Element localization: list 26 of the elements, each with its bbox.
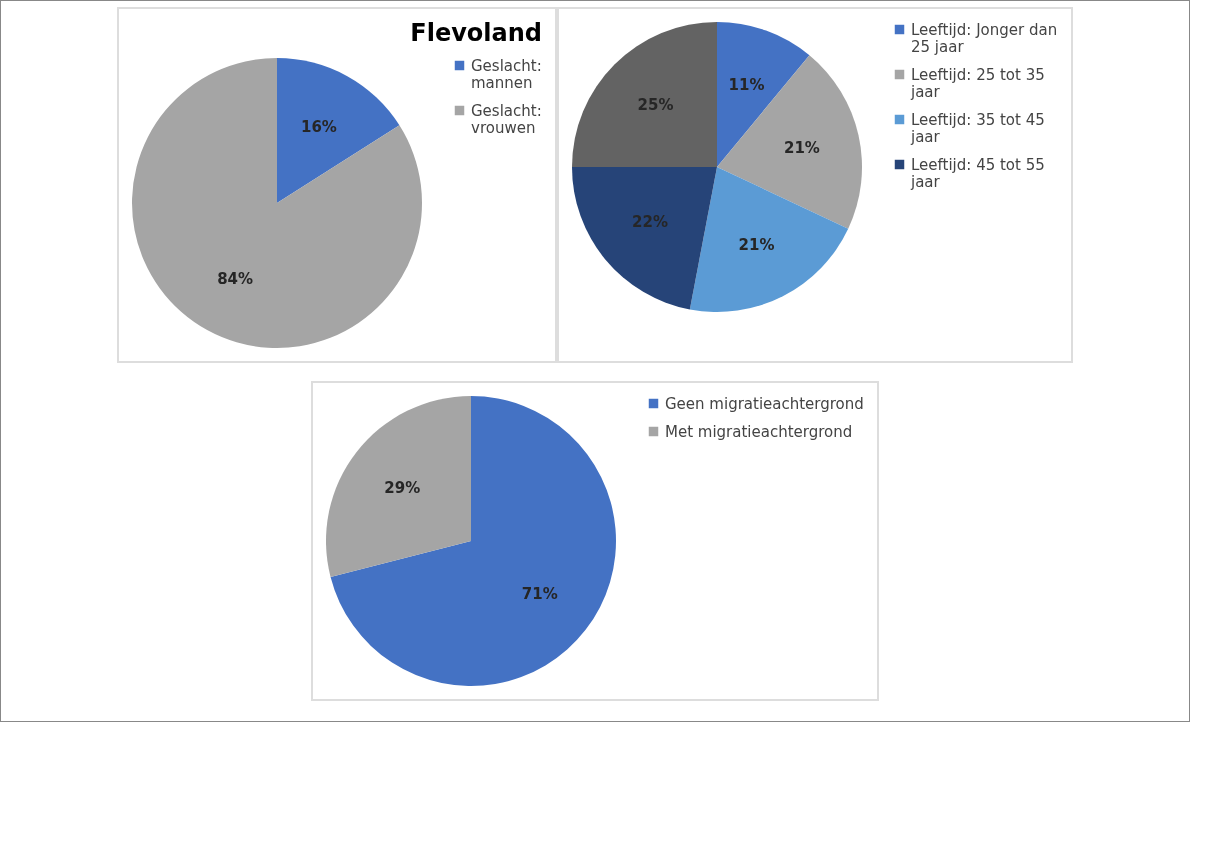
data-label: 29%	[384, 478, 421, 497]
pie-slice	[572, 167, 717, 310]
data-label: 25%	[637, 96, 674, 115]
pie-slice	[689, 167, 849, 312]
data-label: 84%	[217, 270, 254, 289]
legend-label: Geslacht: vrouwen	[471, 101, 542, 137]
chart-title: Flevoland	[410, 19, 542, 47]
legend-label: Geslacht: mannen	[471, 56, 542, 92]
legend-label: Leeftijd: Jonger dan 25 jaar	[911, 20, 1058, 56]
legend-label: Geen migratieachtergrond	[665, 394, 864, 413]
data-label: 16%	[300, 117, 337, 136]
pie-slice	[132, 58, 422, 348]
data-label: 21%	[738, 235, 775, 254]
pie-slice	[717, 55, 862, 229]
pie-slice	[330, 396, 616, 686]
legend-label: Leeftijd: 45 tot 55 jaar	[910, 155, 1045, 191]
data-label: 21%	[783, 139, 820, 158]
pie-slice	[326, 396, 471, 578]
legend-label: Leeftijd: 25 tot 35 jaar	[910, 65, 1045, 101]
legend-label: Leeftijd: 35 tot 45 jaar	[910, 110, 1045, 146]
pie-slice	[572, 22, 717, 167]
legend-label: Met migratieachtergrond	[665, 422, 853, 441]
data-label: 71%	[521, 585, 558, 604]
data-label: 11%	[728, 76, 765, 95]
data-label: 22%	[632, 213, 668, 232]
pie-slice	[277, 58, 400, 203]
